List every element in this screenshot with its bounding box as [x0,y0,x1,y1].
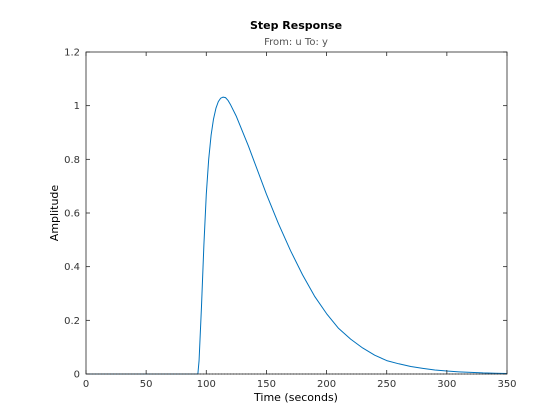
series-layer [86,96,508,375]
y-tick-label: 0.2 [64,316,80,327]
x-tick-label: 100 [197,379,216,390]
x-tick-label: 250 [377,379,396,390]
plot-area-background [86,52,507,374]
chart-subtitle: From: u To: y [264,37,328,48]
chart-title: Step Response [250,19,342,32]
x-tick-label: 0 [83,379,89,390]
x-tick-label: 350 [497,379,516,390]
y-tick-label: 1.2 [64,48,80,59]
y-axis-label: Amplitude [48,185,61,242]
series-line-0 [86,96,508,375]
x-tick-label: 300 [437,379,456,390]
y-tick-label: 0.6 [64,209,80,220]
y-axis: 0 0.2 0.4 0.6 0.8 1 1.2 [64,48,507,381]
y-tick-label: 0 [74,370,80,381]
y-tick-label: 1 [74,101,80,112]
x-axis: 0 50 100 150 200 250 300 350 [83,52,517,390]
y-tick-label: 0.4 [64,262,80,273]
x-tick-label: 150 [257,379,276,390]
x-axis-label: Time (seconds) [253,391,338,404]
y-tick-label: 0.8 [64,155,80,166]
x-tick-label: 200 [317,379,336,390]
x-tick-label: 50 [140,379,153,390]
